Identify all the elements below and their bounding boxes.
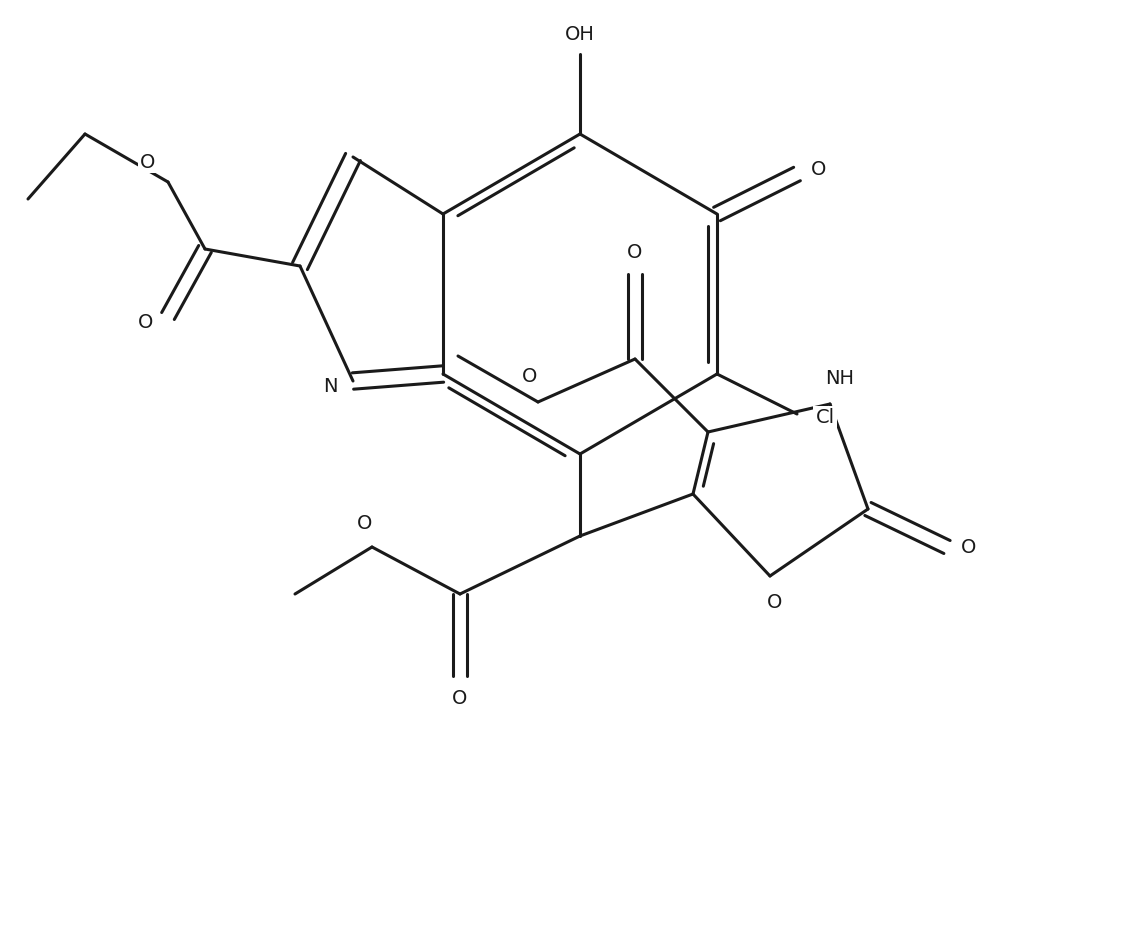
Text: O: O <box>812 160 826 179</box>
Text: NH: NH <box>825 369 855 388</box>
Text: O: O <box>453 689 467 708</box>
Text: O: O <box>357 514 373 533</box>
Text: Cl: Cl <box>815 408 834 427</box>
Text: O: O <box>522 367 538 386</box>
Text: O: O <box>140 153 156 173</box>
Text: O: O <box>961 538 977 557</box>
Text: N: N <box>323 377 337 396</box>
Text: O: O <box>627 244 643 262</box>
Text: O: O <box>767 593 783 612</box>
Text: OH: OH <box>565 25 595 44</box>
Text: O: O <box>138 313 154 332</box>
